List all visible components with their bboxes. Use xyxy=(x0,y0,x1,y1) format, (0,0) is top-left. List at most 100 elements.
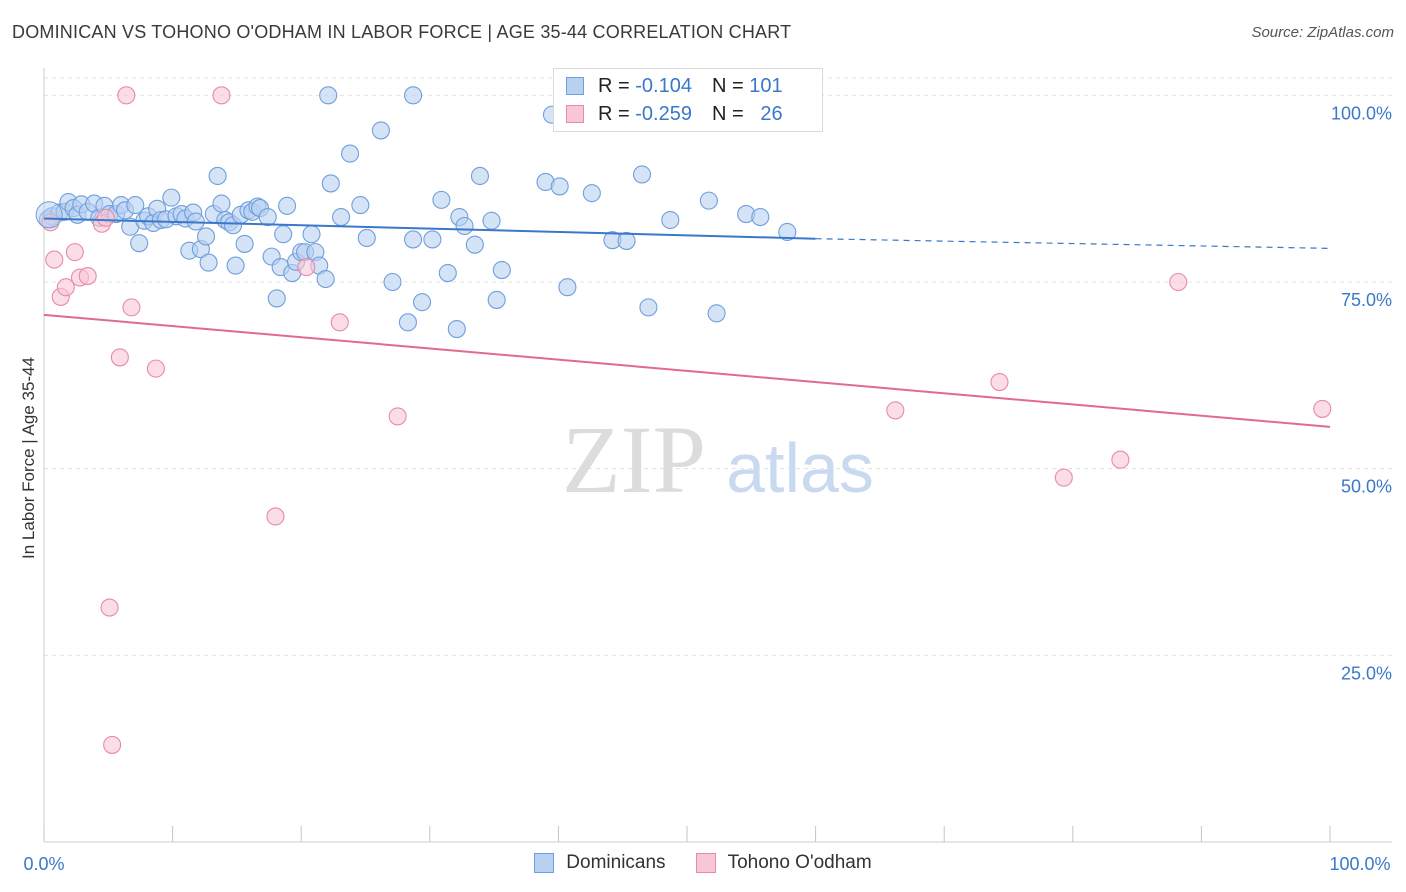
point-tohono xyxy=(96,208,115,227)
point-dominicans xyxy=(383,272,402,292)
legend-swatch-pink xyxy=(695,853,716,873)
point-dominicans xyxy=(404,86,423,105)
source-label: Source: ZipAtlas.com xyxy=(1251,24,1394,41)
y-tick-label: 75.0% xyxy=(1341,290,1392,310)
point-dominicans xyxy=(423,230,442,249)
point-dominicans xyxy=(751,207,770,227)
trend-lines xyxy=(43,217,1331,428)
point-dominicans xyxy=(487,290,506,309)
point-dominicans xyxy=(341,144,360,163)
point-dominicans xyxy=(465,235,484,254)
point-dominicans xyxy=(371,121,390,140)
legend-n-value: 101 xyxy=(749,74,783,97)
point-dominicans xyxy=(267,289,286,308)
point-dominicans xyxy=(278,196,297,215)
point-dominicans xyxy=(639,298,658,317)
legend-swatch-blue xyxy=(566,77,584,95)
point-dominicans xyxy=(470,166,490,186)
tick-labels: 25.0% 50.0% 75.0% 100.0% 0.0% 100.0% xyxy=(23,103,1392,874)
trend-line-dominicans xyxy=(43,217,816,240)
point-tohono xyxy=(388,407,407,426)
point-dominicans xyxy=(413,293,432,312)
y-tick-label: 100.0% xyxy=(1331,103,1392,123)
point-tohono xyxy=(1054,468,1073,487)
trend-line-dominicans-extension xyxy=(815,238,1331,249)
point-dominicans xyxy=(707,304,726,323)
point-tohono xyxy=(990,373,1009,392)
point-tohono xyxy=(146,359,165,378)
point-tohono xyxy=(297,258,316,277)
point-dominicans xyxy=(351,196,370,215)
legend-swatch-blue xyxy=(534,853,555,873)
point-tohono xyxy=(886,401,905,420)
point-tohono xyxy=(103,735,122,754)
point-dominicans xyxy=(482,211,501,230)
point-dominicans xyxy=(438,263,457,283)
legend-label-tohono: Tohono O'odham xyxy=(727,852,872,873)
point-dominicans xyxy=(274,225,293,244)
point-tohono xyxy=(110,348,129,367)
point-dominicans xyxy=(582,184,601,203)
point-dominicans xyxy=(632,165,652,184)
y-tick-label: 50.0% xyxy=(1341,477,1392,497)
legend-item-tohono: Tohono O'odham xyxy=(695,852,872,874)
point-dominicans xyxy=(316,269,335,289)
point-dominicans xyxy=(617,231,636,250)
point-dominicans xyxy=(778,222,797,242)
legend-n-label: N = xyxy=(711,74,744,97)
legend-row-dominicans: R = -0.104 N = 101 xyxy=(566,74,783,98)
point-dominicans xyxy=(455,216,474,236)
series-legend: Dominicans Tohono O'odham xyxy=(0,852,1406,874)
point-tohono xyxy=(65,243,84,262)
point-tohono xyxy=(122,298,141,317)
legend-row-tohono: R = -0.259 N = 26 xyxy=(566,102,783,126)
watermark-atlas: atlas xyxy=(726,429,874,507)
point-dominicans xyxy=(126,196,145,215)
point-dominicans xyxy=(258,207,277,227)
point-dominicans xyxy=(447,319,466,339)
y-axis-label: In Labor Force | Age 35-44 xyxy=(19,357,38,559)
point-dominicans xyxy=(130,234,149,253)
legend-item-dominicans: Dominicans xyxy=(534,852,666,874)
point-dominicans xyxy=(661,210,680,230)
point-tohono xyxy=(1111,450,1130,469)
point-dominicans xyxy=(404,230,423,249)
point-dominicans xyxy=(357,228,376,247)
point-tohono xyxy=(45,250,64,269)
legend-n-value: 26 xyxy=(760,102,783,125)
stats-legend: R = -0.104 N = 101 R = -0.259 N = 26 xyxy=(553,68,823,132)
legend-swatch-pink xyxy=(566,105,584,123)
legend-r-label: R = xyxy=(598,102,630,125)
legend-label-dominicans: Dominicans xyxy=(566,852,666,873)
point-dominicans xyxy=(302,225,321,244)
legend-r-value: -0.104 xyxy=(635,74,692,97)
point-dominicans xyxy=(196,227,216,246)
point-tohono xyxy=(266,507,285,526)
point-dominicans xyxy=(212,194,231,213)
x-tick-label: 100.0% xyxy=(1329,854,1390,874)
point-tohono xyxy=(330,313,349,332)
point-dominicans xyxy=(208,166,227,186)
trend-line-tohono xyxy=(43,313,1331,428)
point-dominicans xyxy=(550,177,569,196)
point-dominicans xyxy=(332,207,351,227)
point-tohono xyxy=(56,278,75,297)
point-dominicans xyxy=(558,278,577,297)
point-dominicans xyxy=(226,256,245,275)
point-tohono xyxy=(117,86,136,105)
point-tohono xyxy=(100,598,119,617)
point-tohono xyxy=(1169,272,1188,292)
chart-title: DOMINICAN VS TOHONO O'ODHAM IN LABOR FOR… xyxy=(12,22,792,42)
legend-n-label: N = xyxy=(711,102,744,125)
point-dominicans xyxy=(492,261,511,280)
point-dominicans xyxy=(319,86,338,105)
legend-r-label: R = xyxy=(598,74,630,97)
legend-r-value: -0.259 xyxy=(635,102,692,125)
x-tick-label: 0.0% xyxy=(23,854,64,874)
point-dominicans xyxy=(199,253,218,272)
point-dominicans xyxy=(162,188,181,207)
point-tohono xyxy=(212,86,231,105)
grid-lines xyxy=(44,77,1392,656)
point-dominicans xyxy=(699,191,718,210)
